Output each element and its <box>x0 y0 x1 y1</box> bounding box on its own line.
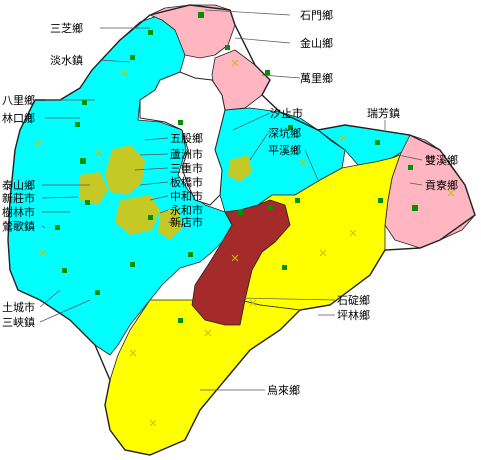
label-bali: 八里鄉 <box>2 94 35 107</box>
label-sanxia: 三峽鎮 <box>2 315 35 329</box>
label-pingxi: 平溪鄉 <box>268 144 301 157</box>
label-yonghe: 永和市 <box>170 203 203 217</box>
urban-area-xinzhuang <box>80 172 108 205</box>
label-ruifang: 瑞芳鎮 <box>367 106 400 120</box>
label-shiding: 石碇鄉 <box>337 293 370 307</box>
label-xindian: 新店市 <box>170 215 203 229</box>
label-tamsui: 淡水鎮 <box>50 53 83 67</box>
taipei-city-area <box>139 71 226 206</box>
label-xizhi: 汐止市 <box>270 106 303 120</box>
label-jinshan: 金山鄉 <box>300 36 333 50</box>
cross-markers <box>34 59 455 427</box>
label-wulai: 烏來鄉 <box>267 383 300 397</box>
label-luzhou: 蘆洲市 <box>170 147 203 161</box>
label-xinzhuang: 新莊市 <box>2 191 35 205</box>
label-sanzhi: 三芝鄉 <box>50 22 83 35</box>
label-banqiao: 板橋市 <box>170 175 203 189</box>
urban-area-yonghe <box>158 208 182 240</box>
label-wugu: 五股鄉 <box>170 132 203 145</box>
leader-lines <box>39 9 423 391</box>
urban-area-banqiao <box>115 195 160 235</box>
label-gongliao: 貢寮鄉 <box>425 178 458 192</box>
urban-area-luzhou <box>105 145 145 195</box>
label-taishan: 泰山鄉 <box>2 178 35 192</box>
label-zhonghe: 中和市 <box>170 189 203 203</box>
region-shiding <box>191 199 291 326</box>
label-shenkeng: 深坑鄉 <box>268 126 301 140</box>
settlement-markers <box>55 12 418 323</box>
urban-area-xizhi <box>228 155 252 182</box>
label-shulin: 樹林市 <box>2 205 35 219</box>
label-pinglin: 坪林鄉 <box>337 308 370 322</box>
label-sanchong: 三重市 <box>170 161 203 175</box>
label-shuangxi: 雙溪鄉 <box>425 154 458 167</box>
label-tucheng: 土城市 <box>2 300 35 314</box>
county-border <box>7 4 476 456</box>
label-yingge: 鶯歌鎮 <box>2 219 35 233</box>
label-shimen: 石門鄉 <box>300 9 333 22</box>
label-wanli: 萬里鄉 <box>300 72 333 85</box>
label-linkou: 林口鄉 <box>2 111 35 125</box>
